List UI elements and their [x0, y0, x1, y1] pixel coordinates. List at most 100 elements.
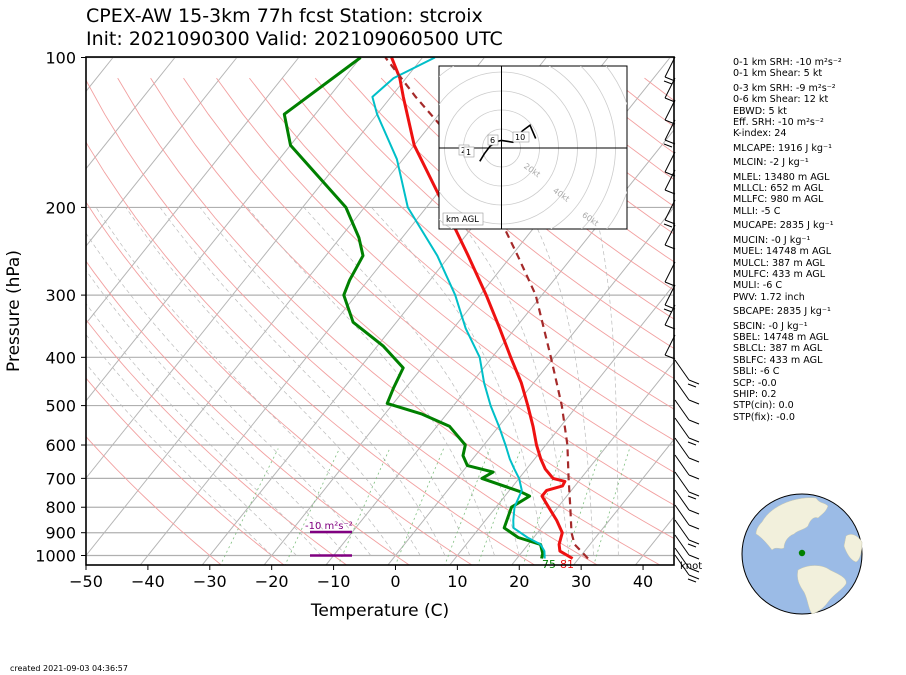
station-location-globe: [741, 493, 863, 615]
index-line: 0-1 km Shear: 5 kt: [733, 68, 823, 80]
mixing-ratio-line: [563, 448, 603, 565]
x-tick-label: 0: [390, 572, 400, 591]
isotherm-gridline: [86, 57, 238, 247]
index-line: SCP: -0.0: [733, 377, 777, 389]
index-line: SBEL: 14748 m AGL: [733, 331, 829, 343]
y-tick-label: 100: [45, 49, 76, 68]
mixing-ratio-line: [593, 448, 630, 565]
parcel-profile-line: [384, 57, 589, 560]
dry-adiabat: [86, 435, 222, 565]
moist-adiabat: [247, 207, 495, 556]
y-tick-label: 300: [45, 286, 76, 305]
wind-barb: [664, 261, 676, 287]
mixing-ratio-line: [522, 448, 564, 565]
index-line: MLLFC: 980 m AGL: [733, 194, 824, 206]
isotherm-gridline: [86, 57, 485, 557]
index-line: MULCL: 387 m AGL: [733, 257, 825, 269]
isotherm-gridline: [86, 57, 423, 479]
y-tick-label: 1000: [35, 547, 76, 566]
x-tick-label: 20: [509, 572, 529, 591]
mixing-ratio-line: [284, 448, 340, 565]
hodograph-ring-label: 80kt: [609, 235, 629, 253]
isotherm-gridline: [86, 57, 176, 170]
isotherm-gridline: [86, 57, 300, 325]
station-marker: [798, 549, 806, 557]
hodograph-units-label: km AGL: [442, 212, 484, 226]
index-line: STP(cin): 0.0: [733, 400, 794, 412]
x-tick-label: −30: [193, 572, 227, 591]
moist-adiabat: [95, 207, 396, 556]
barb-units-label: knot: [680, 561, 702, 572]
y-tick-label: 800: [45, 498, 76, 517]
wind-barb: [674, 437, 700, 463]
wind-barb: [674, 519, 700, 548]
x-axis-label: Temperature (C): [310, 601, 449, 621]
wind-barb: [674, 547, 700, 573]
index-line: MLCAPE: 1916 J kg⁻¹: [733, 142, 832, 154]
wind-barb: [664, 151, 676, 177]
dry-adiabat: [216, 77, 674, 473]
dry-adiabat: [249, 77, 674, 441]
moist-adiabat: [86, 363, 272, 556]
svg-text:2: 2: [461, 146, 466, 155]
svg-text:10: 10: [515, 133, 525, 142]
dry-adiabat: [86, 260, 410, 565]
svg-text:km AGL: km AGL: [446, 215, 479, 225]
wind-barb: [664, 169, 676, 195]
index-line: SBLI: -6 C: [733, 366, 780, 378]
dry-adiabat: [314, 77, 674, 380]
hodograph-height-label: 6: [487, 134, 499, 146]
x-tick-label: −20: [255, 572, 289, 591]
index-line: MUCIN: -0 J kg⁻¹: [733, 234, 811, 246]
plot-frame: [85, 56, 675, 566]
index-line: Eff. SRH: -10 m²s⁻²: [733, 117, 824, 129]
dry-adiabat: [86, 141, 536, 565]
x-tick-label: 40: [633, 572, 653, 591]
wind-barb: [674, 471, 700, 500]
created-timestamp: created 2021-09-03 04:36:57: [10, 664, 128, 673]
y-tick-label: 900: [45, 524, 76, 543]
x-tick-label: −50: [69, 572, 103, 591]
wind-barb: [674, 489, 700, 515]
wetbulb-profile-line: [371, 57, 546, 559]
mixing-ratio-line: [444, 448, 491, 565]
moist-adiabat: [594, 207, 619, 556]
moist-adiabat: [86, 232, 371, 556]
index-line: 0-3 km SRH: -9 m²s⁻²: [733, 82, 836, 94]
index-line: PWV: 1.72 inch: [733, 291, 805, 303]
index-line: 0-6 km Shear: 12 kt: [733, 94, 829, 106]
wind-barb: [674, 504, 700, 530]
wind-barb: [674, 534, 700, 560]
svg-text:1: 1: [466, 148, 471, 157]
dry-adiabat: [413, 77, 674, 291]
moist-adiabat: [86, 269, 347, 556]
x-tick-label: 30: [571, 572, 591, 591]
index-line: STP(fix): -0.0: [733, 411, 795, 423]
index-line: SBLFC: 433 m AGL: [733, 354, 823, 366]
wind-barb: [674, 417, 700, 446]
moist-adiabat: [199, 207, 471, 556]
hodograph-height-label: 1: [463, 146, 475, 158]
hodograph-height-label: 10: [512, 131, 530, 143]
africa-land: [843, 534, 863, 563]
index-line: MULI: -6 C: [733, 280, 783, 292]
index-line: MLEL: 13480 m AGL: [733, 171, 830, 183]
index-line: SBLCL: 387 m AGL: [733, 343, 823, 355]
wind-barb: [674, 359, 700, 388]
south-america-land: [797, 565, 847, 615]
moist-adiabat: [448, 207, 570, 556]
index-line: MUCAPE: 2835 J kg⁻¹: [733, 220, 834, 232]
x-tick-label: −10: [317, 572, 351, 591]
y-tick-label: 400: [45, 348, 76, 367]
wind-barb: [664, 334, 676, 360]
wind-barb: [663, 119, 676, 148]
mixing-ratio-line: [220, 448, 279, 565]
index-line: MULFC: 433 m AGL: [733, 268, 826, 280]
moist-adiabat: [159, 207, 446, 556]
index-line: MLLI: -5 C: [733, 205, 781, 217]
mixing-ratio-line: [395, 448, 444, 565]
chart-title-line1: CPEX-AW 15-3km 77h fcst Station: stcroix: [86, 5, 483, 27]
dewpoint-profile-line: [282, 57, 545, 559]
moist-adiabat: [86, 303, 322, 556]
